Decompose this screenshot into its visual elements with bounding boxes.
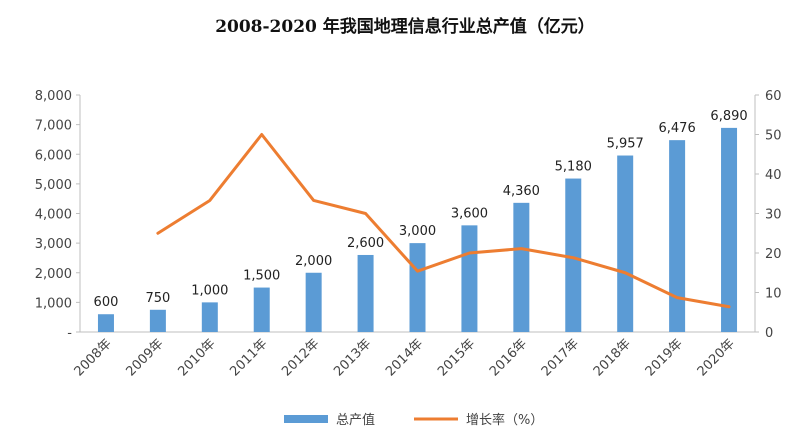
- x-tick-label: 2009年: [124, 336, 167, 379]
- bar: [149, 309, 166, 332]
- bar: [513, 202, 530, 332]
- bar-data-label: 1,500: [243, 269, 280, 284]
- x-tick-label: 2019年: [643, 336, 686, 379]
- legend-swatch-bar: [284, 415, 328, 423]
- bar: [97, 314, 114, 332]
- y-left-tick-label: 7,000: [35, 119, 72, 134]
- y-right-tick-label: 0: [765, 326, 773, 341]
- bar-data-label: 600: [94, 295, 119, 310]
- y-left-tick-label: 8,000: [35, 89, 72, 104]
- growth-rate-line: [156, 133, 731, 309]
- bar-data-label: 6,890: [710, 109, 747, 124]
- x-tick-label: 2018年: [591, 336, 634, 379]
- bar: [669, 140, 686, 332]
- legend-label-bar: 总产值: [336, 412, 375, 428]
- x-tick-label: 2015年: [435, 336, 478, 379]
- chart-title: 2008-2020 年我国地理信息行业总产值（亿元）: [215, 16, 595, 37]
- legend-label-line: 增长率（%）: [466, 412, 543, 428]
- y-right-tick-label: 60: [765, 89, 782, 104]
- bar-data-label: 5,180: [555, 160, 592, 175]
- bar-data-label: 4,360: [503, 184, 540, 199]
- y-right-tick-label: 30: [765, 208, 782, 223]
- bar: [305, 272, 322, 332]
- plot-area: - 1,000 2,000 3,000 4,000 5,000 6,000 7,000 8,00…: [35, 89, 782, 379]
- x-tick-label: 2011年: [227, 336, 270, 379]
- bar-data-label: 3,000: [399, 224, 436, 239]
- y-right-tick-label: 10: [765, 287, 782, 302]
- y-right-tick-label: 20: [765, 247, 782, 262]
- bar: [617, 155, 634, 332]
- x-tick-label: 2013年: [331, 336, 374, 379]
- y-left-tick-label: -: [67, 326, 72, 341]
- bar-data-label: 5,957: [607, 137, 644, 152]
- legend: 总产值 增长率（%）: [284, 412, 543, 428]
- bar: [721, 127, 738, 332]
- bar: [565, 178, 582, 332]
- y-left-tick-label: 1,000: [35, 296, 72, 311]
- bar-data-label: 6,476: [659, 121, 696, 136]
- x-tick-label: 2016年: [487, 336, 530, 379]
- bar: [357, 254, 374, 332]
- bar: [253, 287, 270, 332]
- bar: [409, 243, 426, 332]
- bar-data-label: 1,000: [191, 283, 228, 298]
- y-right-tick-label: 40: [765, 168, 782, 183]
- y-left-tick-label: 6,000: [35, 148, 72, 163]
- x-tick-label: 2010年: [175, 336, 218, 379]
- x-tick-label: 2017年: [539, 336, 582, 379]
- y-left-tick-label: 4,000: [35, 208, 72, 223]
- bar-data-label: 3,600: [451, 206, 488, 221]
- bar-data-label: 2,600: [347, 236, 384, 251]
- bar-data-label: 2,000: [295, 254, 332, 269]
- bar: [461, 225, 478, 332]
- y-left-tick-label: 3,000: [35, 237, 72, 252]
- x-tick-label: 2008年: [72, 336, 115, 379]
- x-tick-label: 2020年: [695, 336, 738, 379]
- x-tick-label: 2014年: [383, 336, 426, 379]
- x-tick-label: 2012年: [279, 336, 322, 379]
- y-left-tick-label: 5,000: [35, 178, 72, 193]
- y-left-tick-label: 2,000: [35, 267, 72, 282]
- bar-data-label: 750: [145, 291, 170, 306]
- bar: [201, 302, 218, 332]
- y-right-tick-label: 50: [765, 129, 782, 144]
